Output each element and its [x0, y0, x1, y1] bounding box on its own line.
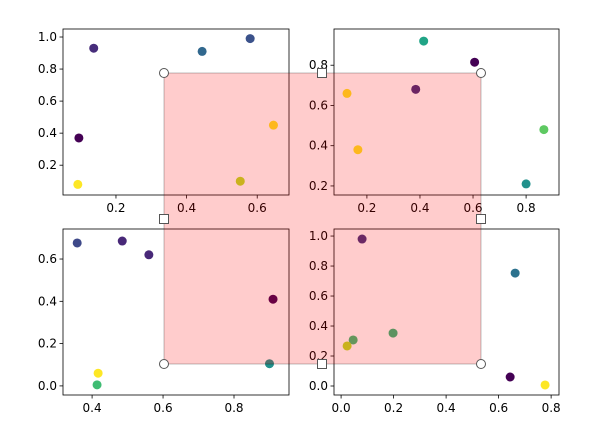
y-tick-label: 0.8 [38, 62, 57, 76]
y-tick-label: 0.4 [309, 319, 328, 333]
rectangle-selector[interactable] [159, 68, 486, 369]
y-tick-label: 0.2 [38, 337, 57, 351]
y-tick-label: 0.6 [309, 98, 328, 112]
point [197, 46, 207, 56]
x-tick-label: 0.6 [248, 201, 267, 215]
point [470, 57, 480, 67]
y-tick-label: 1.0 [38, 30, 57, 44]
edge-handle[interactable] [159, 214, 169, 224]
x-tick-label: 0.4 [83, 401, 102, 415]
x-tick-label: 0.6 [489, 401, 508, 415]
point [245, 34, 255, 44]
point [357, 234, 367, 244]
point [419, 36, 429, 46]
axes-frame [333, 228, 560, 396]
x-tick-label: 0.0 [332, 401, 351, 415]
y-tick-label: 1.0 [309, 229, 328, 243]
point [73, 179, 83, 189]
x-tick-label: 0.2 [384, 401, 403, 415]
corner-handle[interactable] [476, 359, 486, 369]
x-tick-label: 0.8 [224, 401, 243, 415]
corner-handle[interactable] [159, 359, 169, 369]
point [92, 380, 102, 390]
y-tick-label: 0.4 [309, 139, 328, 153]
point [117, 236, 127, 246]
x-tick-label: 0.6 [463, 201, 482, 215]
point [342, 88, 352, 98]
point [388, 328, 398, 338]
y-tick-label: 0.4 [38, 126, 57, 140]
corner-handle[interactable] [159, 68, 169, 78]
edge-handle[interactable] [317, 359, 327, 369]
y-tick-label: 0.4 [38, 294, 57, 308]
y-tick-label: 0.6 [38, 252, 57, 266]
point [353, 145, 363, 155]
x-tick-label: 0.6 [154, 401, 173, 415]
point [521, 179, 531, 189]
y-tick-label: 0.6 [309, 289, 328, 303]
point [268, 120, 278, 130]
point [348, 335, 358, 345]
x-tick-label: 0.4 [437, 401, 456, 415]
y-tick-label: 0.6 [38, 94, 57, 108]
y-tick-label: 0.2 [38, 158, 57, 172]
point [268, 294, 278, 304]
x-tick-label: 0.4 [177, 201, 196, 215]
point [540, 380, 550, 390]
axes-frame [62, 228, 290, 396]
point [510, 268, 520, 278]
point [411, 84, 421, 94]
x-tick-label: 0.2 [106, 201, 125, 215]
point [342, 341, 352, 351]
point [89, 43, 99, 53]
point [72, 238, 82, 248]
point [144, 250, 154, 260]
axes-frame [333, 28, 560, 196]
x-tick-label: 0.8 [517, 201, 536, 215]
point [264, 359, 274, 369]
x-tick-label: 0.8 [542, 401, 561, 415]
point [74, 133, 84, 143]
point [505, 372, 515, 382]
x-tick-label: 0.2 [357, 201, 376, 215]
y-tick-label: 0.0 [309, 379, 328, 393]
point [539, 125, 549, 135]
y-tick-label: 0.2 [309, 179, 328, 193]
point [93, 368, 103, 378]
corner-handle[interactable] [476, 68, 486, 78]
point [235, 176, 245, 186]
y-tick-label: 0.8 [309, 259, 328, 273]
x-tick-label: 0.4 [410, 201, 429, 215]
y-tick-label: 0.0 [38, 379, 57, 393]
selection-area[interactable] [163, 72, 482, 365]
edge-handle[interactable] [317, 68, 327, 78]
axes-frame [62, 28, 290, 196]
edge-handle[interactable] [476, 214, 486, 224]
